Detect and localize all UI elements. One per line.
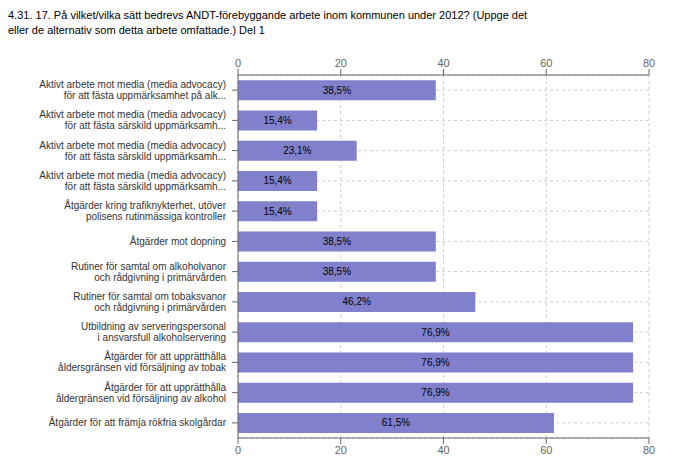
svg-text:Aktivt arbete mot media (media: Aktivt arbete mot media (media advocacy)… [39,79,226,101]
svg-text:80: 80 [643,57,655,69]
svg-text:20: 20 [335,57,347,69]
svg-text:Rutiner för samtal om alkoholv: Rutiner för samtal om alkoholvanoroch rå… [71,261,227,283]
svg-text:38,5%: 38,5% [323,266,351,277]
svg-text:Rutiner för samtal om tobaksva: Rutiner för samtal om tobaksvanoroch råd… [73,291,227,313]
svg-text:Åtgärder för att upprätthållaå: Åtgärder för att upprätthållaåldergränse… [56,381,227,404]
svg-text:Åtgärder för att upprätthållaå: Åtgärder för att upprätthållaåldersgräns… [58,350,227,373]
svg-text:40: 40 [437,57,449,69]
svg-text:Aktivt arbete mot media (media: Aktivt arbete mot media (media advocacy)… [39,109,226,131]
svg-text:20: 20 [335,444,347,456]
svg-text:60: 60 [540,57,552,69]
svg-text:Aktivt arbete mot media (media: Aktivt arbete mot media (media advocacy)… [39,140,226,162]
svg-text:Aktivt arbete mot media (media: Aktivt arbete mot media (media advocacy)… [39,170,226,192]
svg-text:76,9%: 76,9% [421,327,449,338]
svg-text:40: 40 [437,444,449,456]
svg-text:46,2%: 46,2% [342,296,370,307]
svg-text:80: 80 [643,444,655,456]
svg-text:23,1%: 23,1% [283,145,311,156]
svg-text:15,4%: 15,4% [263,175,291,186]
svg-text:Åtgärder mot dopning: Åtgärder mot dopning [130,235,226,247]
svg-text:Åtgärder kring trafiknykterhet: Åtgärder kring trafiknykterhet, utöverpo… [64,199,226,222]
svg-text:38,5%: 38,5% [323,85,351,96]
svg-text:15,4%: 15,4% [263,115,291,126]
svg-text:61,5%: 61,5% [382,417,410,428]
svg-text:15,4%: 15,4% [263,206,291,217]
svg-text:Åtgärder för att främja rökfri: Åtgärder för att främja rökfria skolgård… [49,416,227,428]
svg-text:0: 0 [235,57,241,69]
svg-text:Utbildning av serveringsperson: Utbildning av serveringspersonali ansvar… [81,321,226,343]
svg-text:0: 0 [235,444,241,456]
svg-text:76,9%: 76,9% [421,387,449,398]
svg-text:76,9%: 76,9% [421,357,449,368]
svg-text:38,5%: 38,5% [323,236,351,247]
html-text:4.31. 17. På vilket/vilka sätt: 4.31. 17. På vilket/vilka sätt bedrevs A… [8,9,528,36]
svg-text:60: 60 [540,444,552,456]
